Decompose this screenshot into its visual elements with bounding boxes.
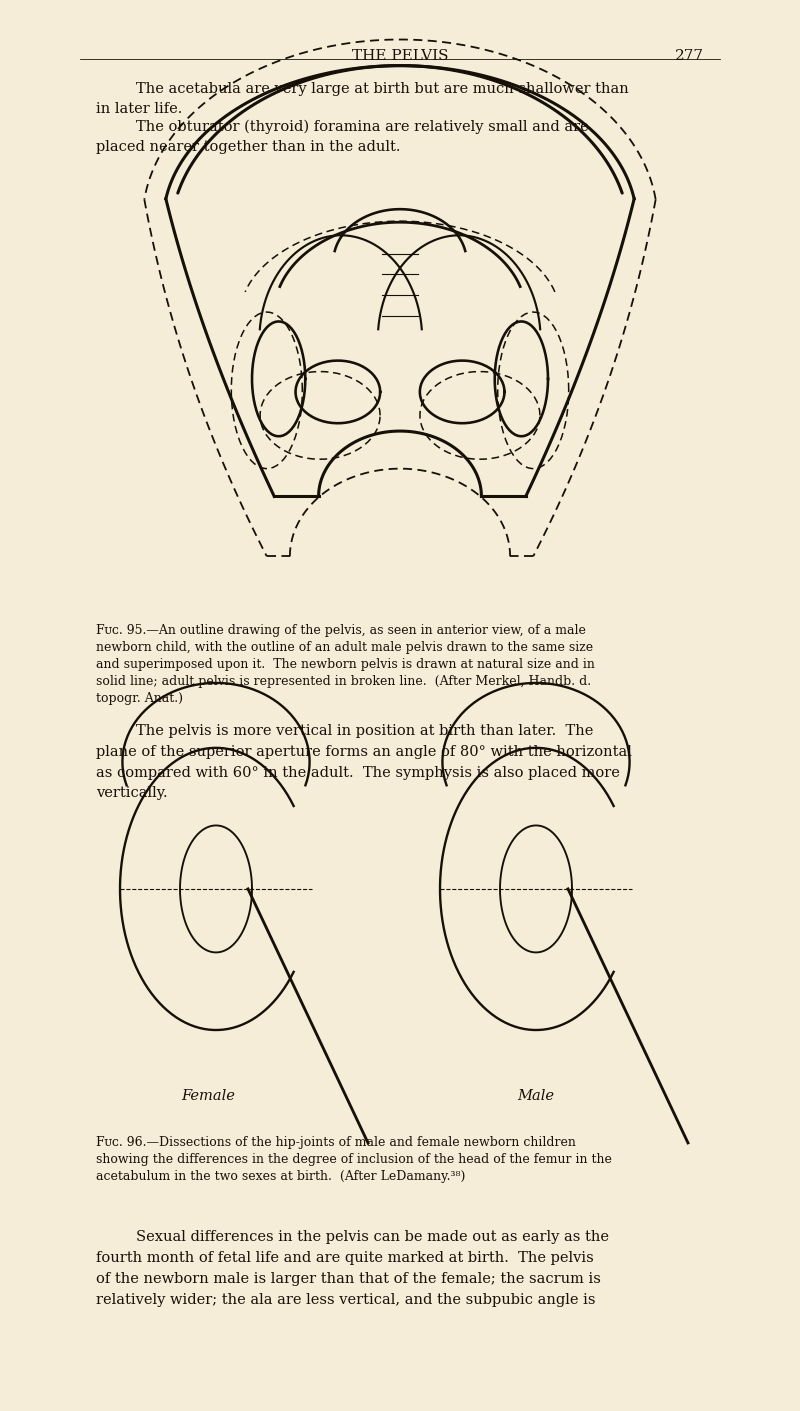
Text: plane of the superior aperture forms an angle of 80° with the horizontal: plane of the superior aperture forms an … [96, 745, 632, 759]
Text: placed nearer together than in the adult.: placed nearer together than in the adult… [96, 140, 401, 154]
Text: 277: 277 [675, 49, 704, 63]
Text: of the newborn male is larger than that of the female; the sacrum is: of the newborn male is larger than that … [96, 1273, 601, 1287]
Text: Fᴜᴄ. 95.—An outline drawing of the pelvis, as seen in anterior view, of a male
n: Fᴜᴄ. 95.—An outline drawing of the pelvi… [96, 624, 595, 704]
Text: The acetabula are very large at birth but are much shallower than: The acetabula are very large at birth bu… [136, 82, 629, 96]
Text: vertically.: vertically. [96, 786, 168, 800]
Text: THE PELVIS: THE PELVIS [352, 49, 448, 63]
Text: Sexual differences in the pelvis can be made out as early as the: Sexual differences in the pelvis can be … [136, 1230, 609, 1245]
Text: as compared with 60° in the adult.  The symphysis is also placed more: as compared with 60° in the adult. The s… [96, 766, 620, 780]
Text: Fᴜᴄ. 96.—Dissections of the hip-joints of male and female newborn children
showi: Fᴜᴄ. 96.—Dissections of the hip-joints o… [96, 1136, 612, 1182]
Text: Male: Male [518, 1089, 554, 1103]
Text: relatively wider; the ala are less vertical, and the subpubic angle is: relatively wider; the ala are less verti… [96, 1292, 595, 1307]
Text: The obturator (thyroid) foramina are relatively small and are: The obturator (thyroid) foramina are rel… [136, 120, 589, 134]
Text: in later life.: in later life. [96, 102, 182, 116]
Text: The pelvis is more vertical in position at birth than later.  The: The pelvis is more vertical in position … [136, 724, 594, 738]
Text: Female: Female [181, 1089, 235, 1103]
Text: fourth month of fetal life and are quite marked at birth.  The pelvis: fourth month of fetal life and are quite… [96, 1252, 594, 1266]
